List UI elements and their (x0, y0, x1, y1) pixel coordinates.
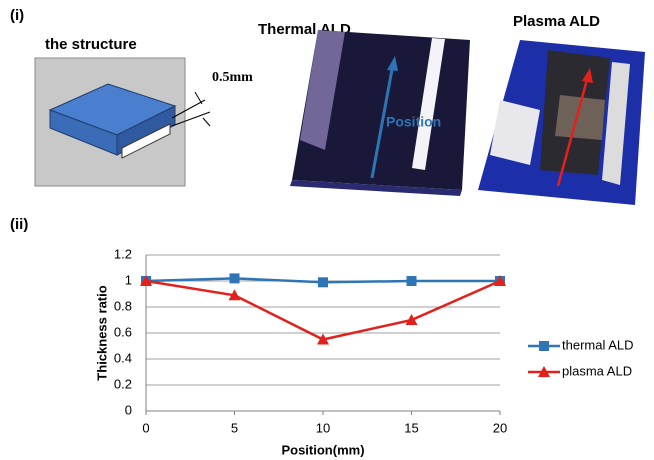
y-tick-label: 0.8 (114, 298, 132, 313)
series-line (145, 279, 501, 341)
dimension-marker (171, 91, 211, 127)
legend-label: plasma ALD (562, 363, 632, 378)
y-tick-label: 0.6 (114, 324, 132, 339)
y-tick-label: 0.4 (114, 350, 132, 365)
marker (228, 289, 241, 301)
marker (140, 275, 152, 286)
marker (406, 276, 417, 286)
dimension-label: 0.5mm (212, 70, 253, 85)
y-tick-label: 0 (125, 402, 132, 417)
marker (539, 341, 549, 351)
structure-box (48, 83, 177, 159)
y-tick-label: 0.2 (114, 376, 132, 391)
photo-title: Plasma ALD (513, 13, 600, 30)
marker (494, 275, 506, 286)
panel-label: (i) (10, 7, 24, 24)
x-tick-label: 15 (404, 420, 418, 435)
x-tick-label: 5 (231, 420, 238, 435)
y-tick-label: 1.2 (114, 246, 132, 261)
x-axis-label: Position(mm) (281, 442, 364, 457)
position-arrow (370, 56, 398, 179)
x-tick-label: 0 (142, 420, 149, 435)
arrow-label: Position (386, 114, 441, 130)
x-tick-label: 20 (493, 420, 507, 435)
y-tick-label: 1 (125, 272, 132, 287)
position-arrow (556, 68, 593, 187)
marker (229, 273, 240, 284)
plasma-photo (478, 40, 645, 205)
thermal-photo (290, 30, 470, 196)
marker (538, 366, 550, 377)
y-axis-label: Thickness ratio (94, 285, 109, 380)
marker (318, 277, 328, 288)
structure-title: the structure (45, 36, 137, 53)
marker (317, 333, 329, 345)
marker (405, 314, 418, 325)
panel-label: (ii) (10, 216, 28, 233)
x-tick-label: 10 (316, 420, 330, 435)
legend-label: thermal ALD (562, 337, 634, 352)
